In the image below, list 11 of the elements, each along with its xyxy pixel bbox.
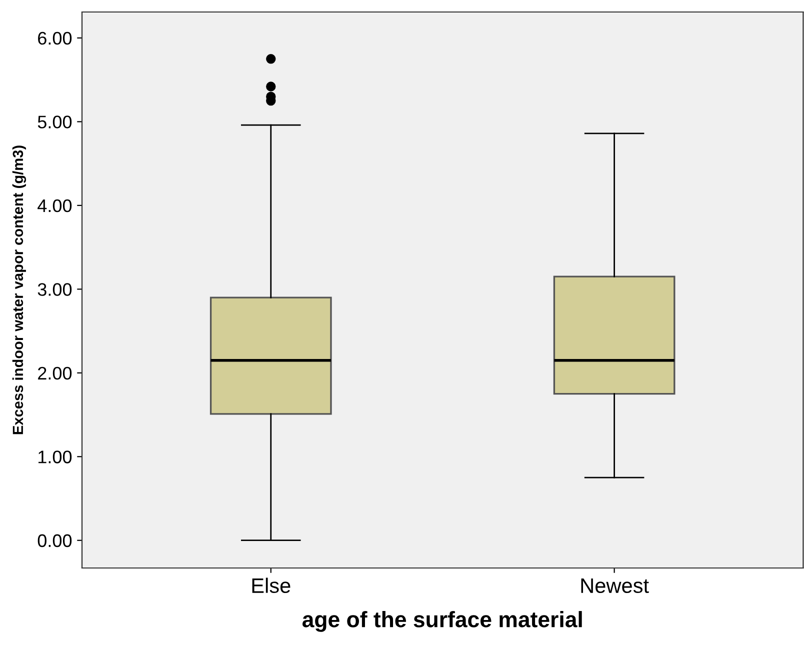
- y-tick-label: 4.00: [38, 199, 72, 212]
- y-tick-label: 2.00: [38, 366, 72, 380]
- y-axis-title: Excess indoor water vapor content (g/m3): [12, 146, 26, 434]
- y-tick-label: 6.00: [38, 32, 72, 45]
- y-tick-label: 1.00: [38, 450, 72, 464]
- y-tick-label: 3.00: [38, 283, 72, 296]
- x-tick-label: Newest: [581, 578, 649, 594]
- x-tick-label: Else: [252, 578, 290, 594]
- y-tick-label: 0.00: [38, 534, 72, 548]
- x-axis-title: age of the surface material: [302, 611, 582, 632]
- y-tick-label: 5.00: [38, 116, 72, 128]
